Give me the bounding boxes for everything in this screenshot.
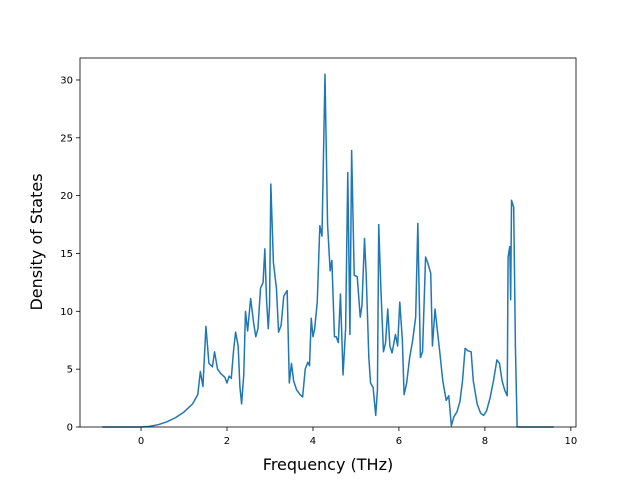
y-tick-label: 30 (60, 75, 73, 86)
y-tick-label: 10 (60, 307, 73, 318)
x-axis-label: Frequency (THz) (263, 455, 393, 474)
y-tick-label: 5 (67, 365, 73, 376)
y-tick-label: 25 (60, 133, 73, 144)
x-tick-label: 2 (224, 436, 230, 447)
x-tick-label: 10 (564, 436, 577, 447)
y-tick-label: 0 (67, 423, 73, 434)
y-tick-label: 15 (60, 249, 73, 260)
y-axis-label: Density of States (27, 173, 46, 310)
data-line (102, 73, 554, 428)
x-tick-label: 0 (138, 436, 144, 447)
plot-frame (79, 57, 577, 428)
x-tick-label: 8 (482, 436, 488, 447)
y-tick-label: 20 (60, 191, 73, 202)
x-tick-label: 6 (396, 436, 402, 447)
x-tick-label: 4 (310, 436, 316, 447)
